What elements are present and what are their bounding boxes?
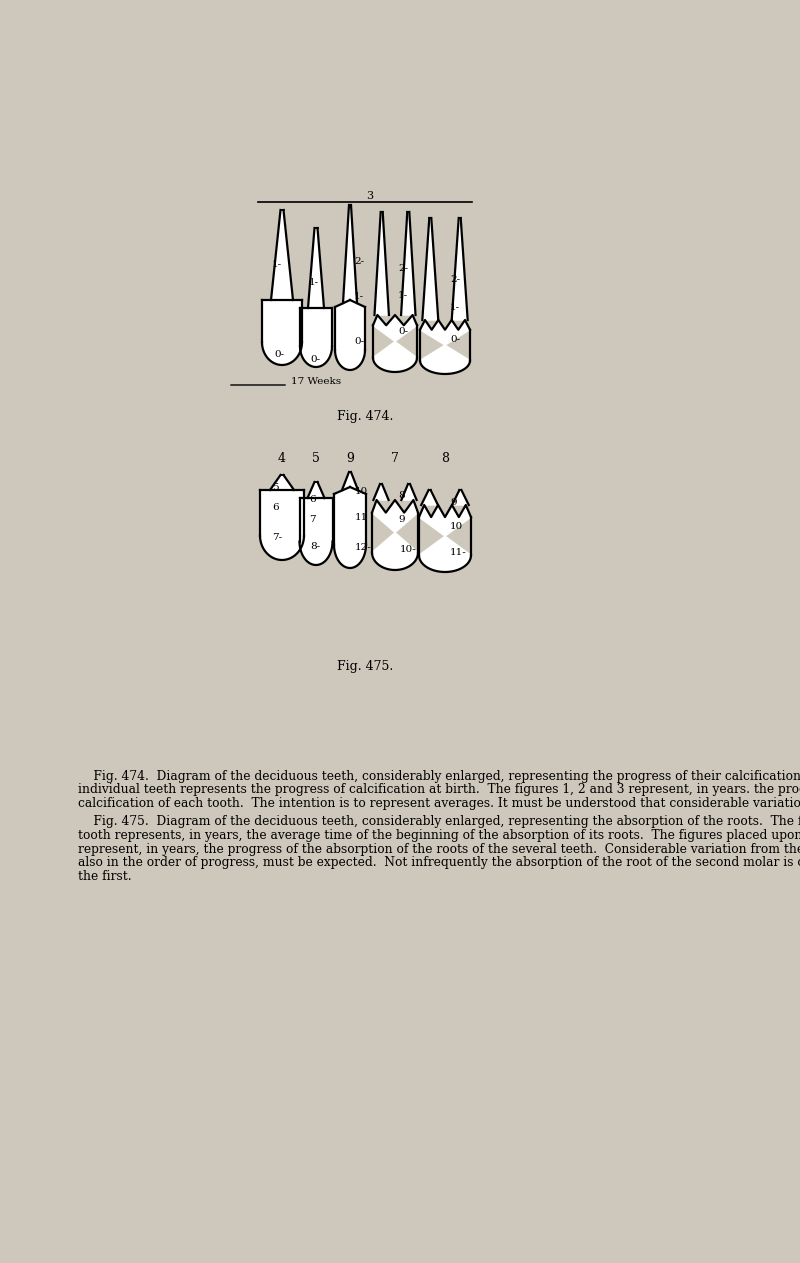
Polygon shape: [373, 314, 417, 373]
Polygon shape: [452, 218, 468, 320]
Polygon shape: [299, 498, 333, 565]
Text: 1-: 1-: [398, 290, 408, 301]
Text: tooth represents, in years, the average time of the beginning of the absorption : tooth represents, in years, the average …: [78, 829, 800, 842]
Text: the first.: the first.: [78, 869, 132, 883]
Text: 5: 5: [312, 452, 320, 465]
Text: 8: 8: [398, 490, 405, 499]
Text: 1-: 1-: [354, 292, 364, 301]
Polygon shape: [308, 229, 324, 308]
Text: 2-: 2-: [354, 256, 364, 266]
Polygon shape: [271, 210, 293, 301]
Text: 17 Weeks: 17 Weeks: [291, 378, 341, 386]
Text: calcification of each tooth.  The intention is to represent averages. It must be: calcification of each tooth. The intenti…: [78, 797, 800, 810]
Text: Fig. 475.: Fig. 475.: [337, 661, 393, 673]
Text: 5: 5: [272, 482, 278, 491]
Text: 0-: 0-: [398, 327, 408, 336]
Text: 10-: 10-: [400, 544, 417, 553]
Polygon shape: [374, 484, 389, 500]
Text: 11: 11: [355, 513, 368, 522]
Text: 7: 7: [391, 452, 399, 465]
Text: 1-: 1-: [272, 260, 282, 269]
Text: 1-: 1-: [309, 278, 319, 287]
Text: Fig. 474.  Diagram of the deciduous teeth, considerably enlarged, representing t: Fig. 474. Diagram of the deciduous teeth…: [78, 770, 800, 783]
Polygon shape: [343, 205, 357, 303]
Text: 0-: 0-: [274, 350, 284, 359]
Text: 9: 9: [398, 514, 405, 523]
Text: 0-: 0-: [354, 337, 364, 346]
Polygon shape: [260, 490, 304, 560]
Polygon shape: [307, 482, 325, 498]
Polygon shape: [262, 301, 302, 365]
Text: 10: 10: [355, 486, 368, 495]
Polygon shape: [334, 488, 366, 568]
Text: 7-: 7-: [272, 533, 282, 542]
Text: represent, in years, the progress of the absorption of the roots of the several : represent, in years, the progress of the…: [78, 842, 800, 855]
Text: 9: 9: [346, 452, 354, 465]
Text: 1-: 1-: [450, 303, 460, 312]
Polygon shape: [419, 505, 471, 572]
Polygon shape: [374, 212, 389, 314]
Text: 0-: 0-: [310, 355, 320, 364]
Text: 2-: 2-: [450, 274, 460, 283]
Polygon shape: [402, 484, 417, 500]
Text: Fig. 475.  Diagram of the deciduous teeth, considerably enlarged, representing t: Fig. 475. Diagram of the deciduous teeth…: [78, 816, 800, 829]
Text: 6: 6: [309, 495, 316, 504]
Text: also in the order of progress, must be expected.  Not infrequently the absorptio: also in the order of progress, must be e…: [78, 856, 800, 869]
Text: 6: 6: [272, 503, 278, 512]
Text: 4: 4: [278, 452, 286, 465]
Polygon shape: [452, 490, 469, 505]
Polygon shape: [401, 212, 415, 314]
Polygon shape: [422, 218, 438, 320]
Text: 11-: 11-: [450, 548, 466, 557]
Polygon shape: [422, 490, 438, 505]
Text: 7: 7: [309, 515, 316, 524]
Text: Fig. 474.: Fig. 474.: [337, 410, 393, 423]
Text: individual teeth represents the progress of calcification at birth.  The figures: individual teeth represents the progress…: [78, 783, 800, 797]
Text: 8-: 8-: [310, 542, 320, 551]
Polygon shape: [420, 320, 470, 374]
Polygon shape: [270, 475, 294, 490]
Polygon shape: [300, 308, 332, 368]
Text: 12-: 12-: [355, 543, 372, 552]
Text: 8: 8: [441, 452, 449, 465]
Polygon shape: [335, 301, 365, 370]
Polygon shape: [372, 500, 418, 570]
Text: 9: 9: [450, 498, 457, 506]
Polygon shape: [342, 472, 358, 490]
Text: 10: 10: [450, 522, 463, 530]
Text: 0-: 0-: [450, 335, 460, 344]
Text: 3: 3: [366, 191, 374, 201]
Text: 2-: 2-: [398, 264, 408, 273]
